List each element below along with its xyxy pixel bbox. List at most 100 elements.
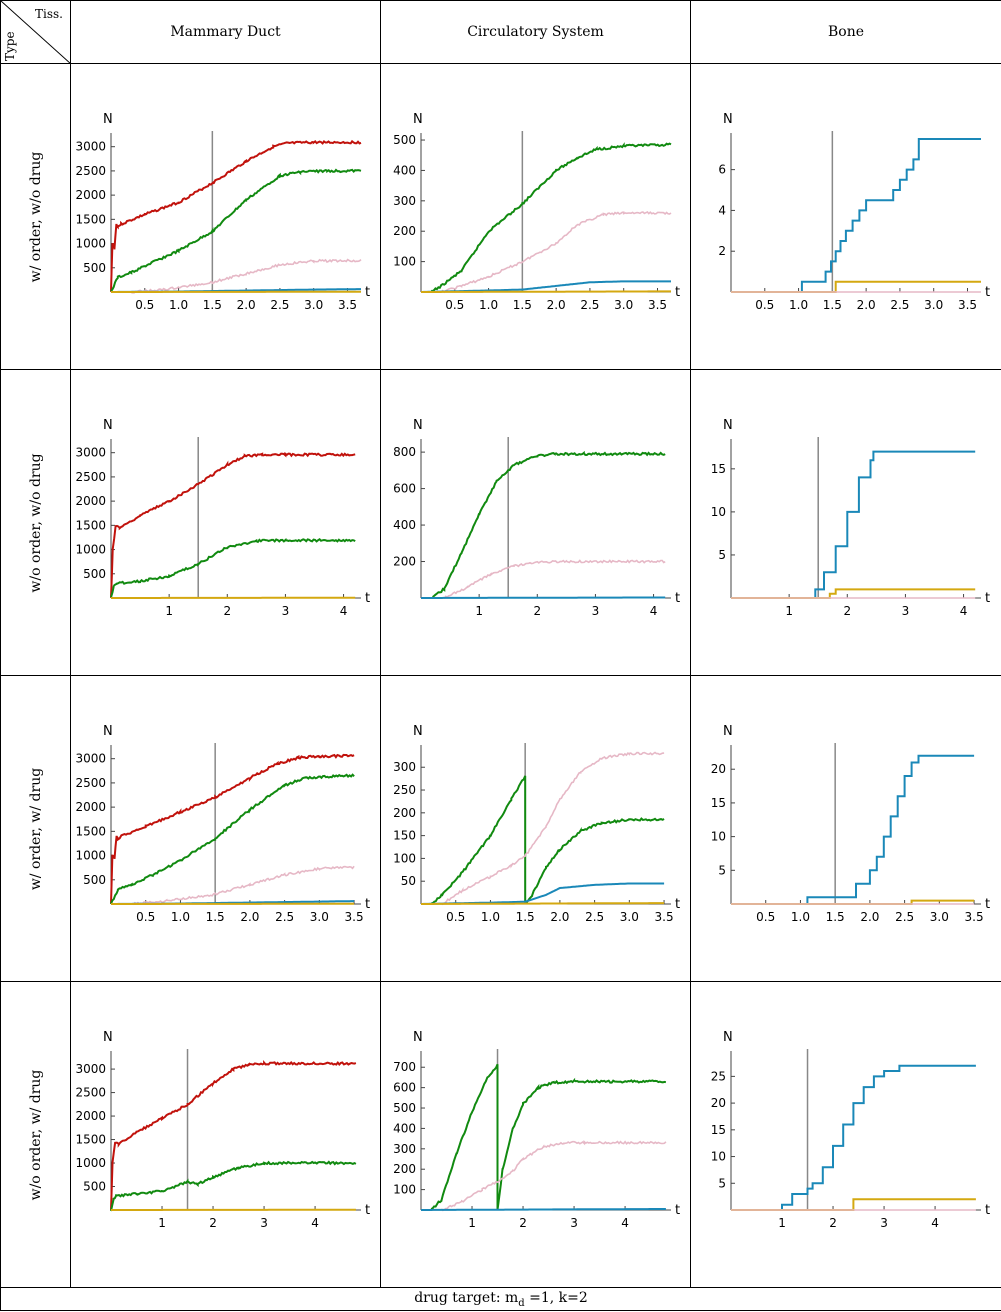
y-tick-label: 1000: [75, 236, 106, 250]
x-tick-label: 0.5: [445, 298, 464, 312]
x-axis-label: t: [675, 285, 680, 300]
row-label-1: w/o order, w/o drug: [0, 369, 71, 676]
x-tick-label: 2: [209, 1216, 217, 1230]
x-tick-label: 3.0: [304, 298, 323, 312]
series-blue: [731, 1064, 976, 1211]
series-green: [110, 537, 356, 598]
x-tick-label: 3.0: [614, 298, 633, 312]
y-tick-label: 3000: [75, 139, 106, 153]
series-red: [110, 753, 355, 904]
x-tick-label: 2: [519, 1216, 527, 1230]
y-tick-label: 2500: [75, 469, 106, 483]
chart-0: Nt 0.5 1.0 1.5 2.0 2.5 3.0 3.5 500 1000 1500 2000 25…: [75, 112, 370, 312]
y-tick-label: 15: [711, 461, 726, 475]
x-tick-label: 3.5: [338, 298, 357, 312]
x-axis-label: t: [365, 591, 370, 606]
y-tick-label: 800: [393, 445, 416, 459]
footer-suffix: =1, k=2: [524, 1289, 588, 1306]
y-tick-label: 200: [393, 805, 416, 819]
y-axis-label: N: [413, 1030, 423, 1045]
x-tick-label: 2.0: [240, 910, 259, 924]
y-tick-label: 2000: [75, 800, 106, 814]
x-axis-label: t: [675, 591, 680, 606]
x-tick-label: 0.5: [136, 910, 155, 924]
row-label-text: w/o order, w/ drug: [27, 1069, 44, 1200]
y-tick-label: 25: [711, 1069, 726, 1083]
x-axis-label: t: [985, 1203, 990, 1218]
x-tick-label: 3.5: [958, 298, 977, 312]
y-axis-label: N: [103, 418, 113, 433]
chart-3: Nt 1 2 3 4 500 1000 1500 2000 2500 3000: [75, 418, 370, 618]
y-tick-label: 2000: [75, 1109, 106, 1123]
column-header-mammary: Mammary Duct: [70, 0, 381, 64]
y-tick-label: 1500: [75, 518, 106, 532]
y-tick-label: 10: [711, 829, 726, 843]
y-tick-label: 500: [393, 1101, 416, 1115]
row-label-3: w/o order, w/ drug: [0, 981, 71, 1288]
y-tick-label: 1000: [75, 848, 106, 862]
x-tick-label: 1.5: [516, 910, 535, 924]
x-tick-label: 1: [468, 1216, 476, 1230]
chart-11: Nt 1 2 3 4 5 10 15 20 25: [711, 1030, 990, 1230]
chart-7: Nt 0.5 1.0 1.5 2.0 2.5 3.0 3.5 50 100 150 200 250 300: [393, 724, 680, 924]
y-tick-label: 15: [711, 1122, 726, 1136]
x-tick-label: 2.0: [857, 298, 876, 312]
x-tick-label: 3.0: [930, 910, 949, 924]
y-tick-label: 500: [393, 133, 416, 147]
row-label-text: w/ order, w/ drug: [27, 767, 44, 890]
series-pink: [131, 258, 362, 294]
series-blue: [731, 450, 976, 599]
y-tick-label: 500: [83, 872, 106, 886]
x-tick-label: 2.5: [585, 910, 604, 924]
y-tick-label: 200: [393, 224, 416, 238]
y-tick-label: 5: [718, 1176, 726, 1190]
x-tick-label: 1.0: [481, 910, 500, 924]
y-tick-label: 300: [393, 1141, 416, 1155]
y-tick-label: 600: [393, 481, 416, 495]
x-tick-label: 4: [650, 604, 658, 618]
x-axis-label: t: [365, 897, 370, 912]
x-tick-label: 2: [843, 604, 851, 618]
series-green: [431, 774, 665, 904]
x-axis-label: t: [365, 1203, 370, 1218]
x-tick-label: 1: [785, 604, 793, 618]
series-red: [110, 139, 362, 292]
y-tick-label: 300: [393, 193, 416, 207]
y-tick-label: 700: [393, 1060, 416, 1074]
y-axis-label: N: [723, 112, 733, 127]
x-tick-label: 0.5: [135, 298, 154, 312]
series-blue: [421, 596, 666, 599]
column-header-bone: Bone: [690, 0, 1001, 64]
y-tick-label: 20: [711, 1096, 726, 1110]
y-axis-label: N: [413, 724, 423, 739]
series-gold: [731, 280, 981, 293]
series-pink: [443, 558, 666, 599]
x-tick-label: 1.5: [823, 298, 842, 312]
series-gold: [421, 901, 665, 905]
y-tick-label: 1500: [75, 824, 106, 838]
series-gold: [731, 1197, 976, 1211]
x-tick-label: 0.5: [755, 298, 774, 312]
y-tick-label: 3000: [75, 445, 106, 459]
x-tick-label: 4: [311, 1216, 319, 1230]
x-tick-label: 3.5: [655, 910, 674, 924]
y-tick-label: 250: [393, 783, 416, 797]
x-tick-label: 1.0: [791, 910, 810, 924]
x-axis-label: t: [985, 285, 990, 300]
x-tick-label: 2.0: [860, 910, 879, 924]
footer-prefix: drug target: m: [414, 1289, 519, 1306]
chart-8: Nt 0.5 1.0 1.5 2.0 2.5 3.0 3.5 5 10 15 20: [711, 724, 990, 924]
x-tick-label: 3: [902, 604, 910, 618]
corner-type-label: Type: [3, 31, 17, 61]
x-tick-label: 3.0: [924, 298, 943, 312]
x-tick-label: 2.5: [275, 910, 294, 924]
y-tick-label: 6: [718, 162, 726, 176]
series-green: [110, 772, 355, 904]
